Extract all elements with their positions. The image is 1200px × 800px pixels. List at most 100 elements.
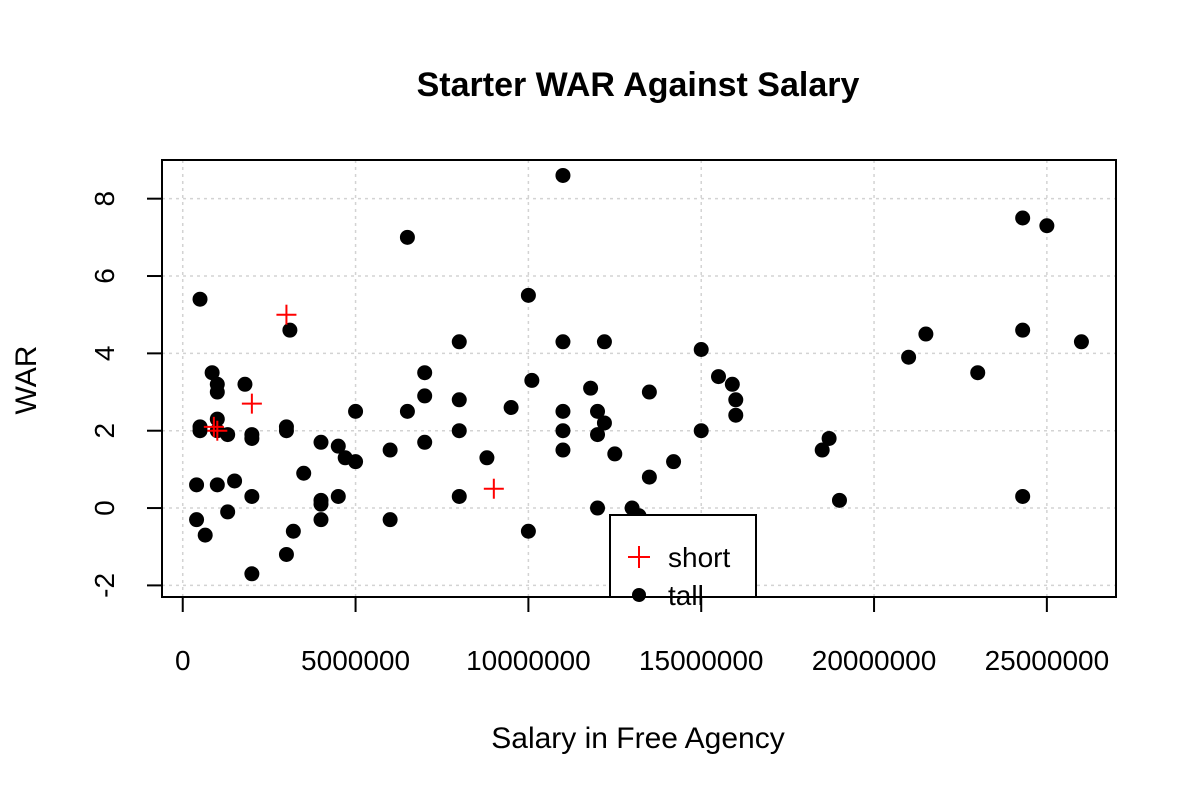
point-tall-84 — [1073, 334, 1089, 350]
point-tall-35 — [382, 442, 398, 458]
point-tall-58 — [590, 427, 606, 443]
point-tall-52 — [555, 334, 571, 350]
point-tall-2 — [192, 423, 208, 439]
x-axis: 0 5000000 10000000 15000000 20000000 25000000 — [175, 596, 1110, 676]
point-tall-25 — [296, 465, 312, 481]
point-tall-49 — [524, 372, 540, 388]
point-tall-5 — [197, 527, 213, 543]
point-tall-41 — [417, 434, 433, 450]
x-tick-label-1: 5000000 — [301, 645, 410, 676]
point-tall-71 — [724, 376, 740, 392]
point-tall-28 — [313, 496, 329, 512]
point-tall-39 — [417, 365, 433, 381]
point-tall-81 — [1015, 322, 1031, 338]
y-tick-label-5: 8 — [89, 191, 120, 207]
point-tall-67 — [666, 454, 682, 470]
point-tall-60 — [596, 334, 612, 350]
point-tall-56 — [583, 380, 599, 396]
point-tall-73 — [728, 407, 744, 423]
point-tall-40 — [417, 388, 433, 404]
y-tick-label-2: 2 — [89, 423, 120, 439]
point-tall-59 — [590, 500, 606, 516]
y-tick-label-4: 6 — [89, 268, 120, 284]
point-tall-76 — [831, 492, 847, 508]
legend-label-short: short — [668, 542, 730, 573]
y-axis: -2 0 2 4 6 8 — [89, 191, 163, 598]
legend: short tall — [609, 514, 757, 611]
legend-label-tall: tall — [668, 580, 704, 611]
point-tall-15 — [237, 376, 253, 392]
point-tall-69 — [693, 423, 709, 439]
point-tall-17 — [244, 430, 260, 446]
point-tall-37 — [399, 229, 415, 245]
legend-marker-tall — [632, 588, 646, 602]
point-short-0 — [276, 304, 297, 325]
legend-marker-short — [628, 546, 650, 568]
point-tall-4 — [189, 512, 205, 528]
point-tall-50 — [520, 523, 536, 539]
x-tick-label-0: 0 — [175, 645, 191, 676]
x-tick-label-4: 20000000 — [812, 645, 937, 676]
point-tall-36 — [382, 512, 398, 528]
point-tall-23 — [278, 546, 294, 562]
point-tall-14 — [227, 473, 243, 489]
point-tall-78 — [918, 326, 934, 342]
point-tall-75 — [821, 430, 837, 446]
x-axis-label: Salary in Free Agency — [491, 722, 784, 755]
point-tall-8 — [209, 384, 225, 400]
point-tall-68 — [693, 341, 709, 357]
point-tall-11 — [209, 477, 225, 493]
point-tall-31 — [330, 488, 346, 504]
point-tall-13 — [220, 504, 236, 520]
point-short-4 — [483, 478, 504, 499]
point-tall-74 — [814, 442, 830, 458]
point-short-1 — [241, 393, 262, 414]
point-tall-62 — [607, 446, 623, 462]
point-tall-34 — [348, 454, 364, 470]
point-tall-72 — [728, 392, 744, 408]
point-tall-55 — [555, 442, 571, 458]
point-tall-18 — [244, 488, 260, 504]
y-tick-label-3: 4 — [89, 346, 120, 362]
point-tall-82 — [1015, 488, 1031, 504]
y-tick-label-1: 0 — [89, 500, 120, 516]
point-tall-12 — [220, 427, 236, 443]
point-tall-48 — [520, 287, 536, 303]
point-tall-53 — [555, 403, 571, 419]
point-tall-29 — [313, 512, 329, 528]
point-tall-46 — [479, 450, 495, 466]
x-tick-label-3: 15000000 — [639, 645, 764, 676]
point-tall-79 — [970, 365, 986, 381]
point-tall-0 — [192, 291, 208, 307]
point-short-2 — [207, 420, 228, 441]
point-tall-54 — [555, 423, 571, 439]
x-tick-label-2: 10000000 — [466, 645, 591, 676]
point-tall-47 — [503, 400, 519, 416]
point-tall-51 — [555, 167, 571, 183]
point-tall-33 — [348, 403, 364, 419]
point-tall-57 — [590, 403, 606, 419]
point-tall-38 — [399, 403, 415, 419]
chart-title: Starter WAR Against Salary — [417, 66, 860, 104]
y-axis-label: WAR — [10, 346, 43, 415]
point-tall-26 — [313, 434, 329, 450]
point-tall-21 — [278, 423, 294, 439]
y-tick-label-0: -2 — [89, 573, 120, 598]
point-tall-30 — [330, 438, 346, 454]
point-short-3 — [203, 416, 224, 437]
point-tall-45 — [451, 488, 467, 504]
point-tall-22 — [282, 322, 298, 338]
point-tall-24 — [285, 523, 301, 539]
data-points — [189, 167, 1089, 582]
point-tall-43 — [451, 392, 467, 408]
point-tall-83 — [1039, 218, 1055, 234]
x-tick-label-5: 25000000 — [985, 645, 1110, 676]
point-tall-42 — [451, 334, 467, 350]
point-tall-61 — [596, 415, 612, 431]
point-tall-19 — [244, 566, 260, 582]
point-tall-80 — [1015, 210, 1031, 226]
point-tall-44 — [451, 423, 467, 439]
point-tall-3 — [189, 477, 205, 493]
point-tall-6 — [204, 365, 220, 381]
